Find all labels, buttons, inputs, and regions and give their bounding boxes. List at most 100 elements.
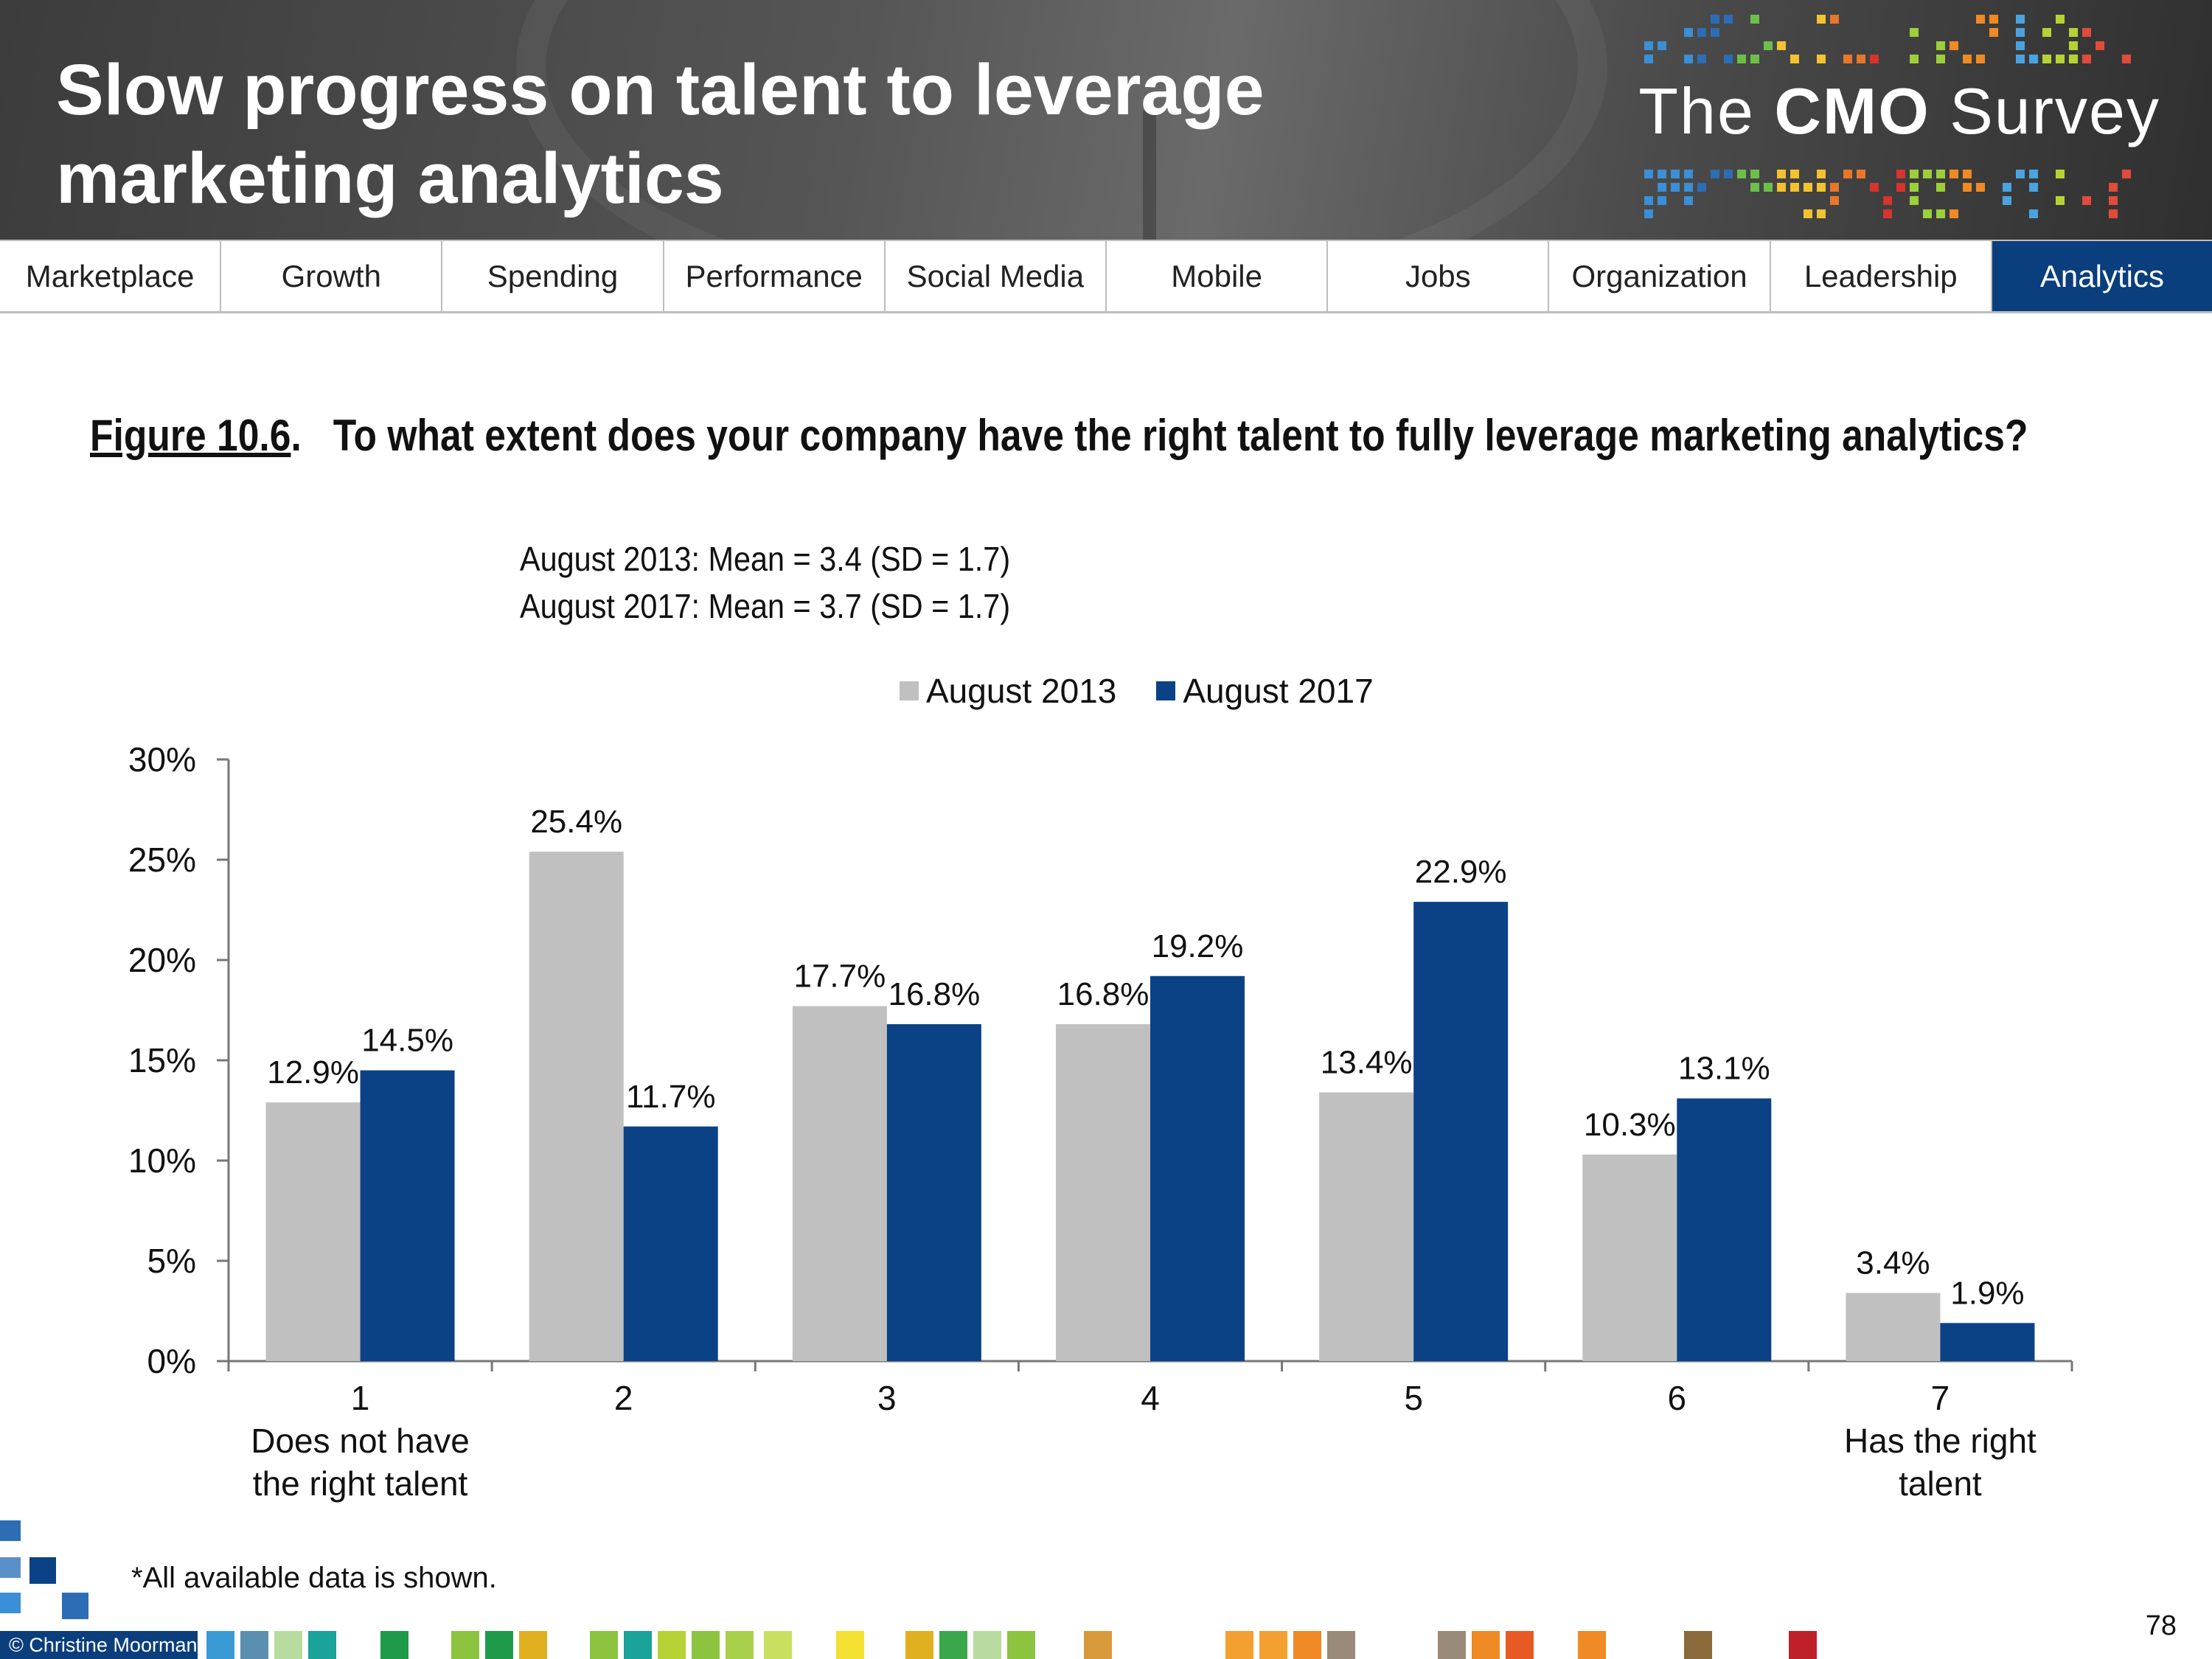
logo-pixel [1737,55,1746,63]
logo-pixel [1896,183,1905,192]
footer-square [0,1557,21,1578]
logo-pixel [1684,170,1693,178]
logo-pixel [1936,41,1945,50]
bar-2017-cat-4 [1150,975,1245,1361]
nav-tab-jobs[interactable]: Jobs [1328,241,1550,311]
y-tick-label: 25% [128,841,196,879]
nav-tab-growth[interactable]: Growth [221,241,443,311]
footer-square [624,1631,652,1659]
logo-pixel [2029,55,2038,63]
bar-2017-cat-5 [1413,902,1509,1361]
footer-square [1084,1631,1112,1659]
footer-square [29,1557,56,1584]
footer-square [973,1631,1001,1659]
nav-tab-organization[interactable]: Organization [1549,241,1771,311]
footer-square [274,1631,302,1659]
title-line-1: Slow progress on talent to leverage [56,49,1265,130]
bar-2017-cat-3 [886,1024,981,1361]
data-label-2013-cat-5: 13.4% [1321,1045,1413,1081]
footer-square [1578,1631,1606,1659]
logo-pixel [1883,196,1892,205]
logo-pixel [1883,209,1892,218]
figure-label-period: . [291,411,333,460]
logo-pixel [1950,209,1958,218]
logo-pixel [2003,183,2011,192]
logo-pixel [2109,183,2118,192]
nav-tab-social-media[interactable]: Social Media [885,241,1107,311]
nav-tab-leadership[interactable]: Leadership [1770,241,1992,311]
logo-pixel [1830,183,1839,192]
footer-square [1472,1631,1500,1659]
logo-pixel [1790,55,1799,63]
footer-square [0,1520,21,1541]
logo-pixel [1817,55,1826,63]
x-category-label: 3 [877,1379,897,1417]
y-tick-label: 5% [147,1242,196,1280]
footer-square [1506,1631,1534,1659]
bar-2013-cat-3 [792,1006,887,1361]
logo-pixel [1724,170,1733,178]
y-tick-label: 15% [128,1041,196,1079]
logo-pixel [2109,196,2118,205]
logo-pixel [1936,183,1945,192]
footer-square [1438,1631,1466,1659]
footer-square [764,1631,792,1659]
x-category-label: 7 [1931,1379,1950,1417]
legend-swatch-2017 [1156,681,1176,700]
footer-square [590,1631,618,1659]
logo-pixel [2016,15,2025,24]
nav-tab-spending[interactable]: Spending [442,241,664,311]
copyright-badge: © Christine Moorman [0,1631,198,1659]
bar-2013-cat-7 [1846,1293,1941,1361]
nav-tab-marketplace[interactable]: Marketplace [0,241,222,311]
nav-tab-performance[interactable]: Performance [664,241,886,311]
data-label-2017-cat-4: 19.2% [1152,928,1244,964]
legend-label-2013: August 2013 [926,672,1117,710]
footer-square [485,1631,513,1659]
logo-pixel [2056,196,2065,205]
logo-pixel [1658,196,1666,205]
logo-pixel [1658,170,1666,178]
footer-square [240,1631,268,1659]
logo-pixel [2069,41,2078,50]
footer-square [658,1631,686,1659]
logo-pixel [2016,55,2025,63]
data-label-2017-cat-3: 16.8% [888,976,980,1012]
data-label-2013-cat-6: 10.3% [1584,1107,1676,1143]
logo-pixel [2122,170,2131,178]
logo-pixel [1923,209,1932,218]
logo-pixel [1697,183,1706,192]
logo-pixel [1817,170,1826,178]
footer-square [1789,1631,1817,1659]
footer-square [308,1631,336,1659]
title-line-2: marketing analytics [56,138,724,218]
logo-pixel [1936,55,1945,63]
bar-2013-cat-6 [1582,1154,1677,1361]
logo-pixel [2082,55,2091,63]
data-label-2013-cat-4: 16.8% [1057,976,1150,1012]
logo-pixel [1857,170,1865,178]
x-category-label: 4 [1141,1379,1160,1417]
logo-pixel [1976,183,1985,192]
page-title: Slow progress on talent to leverage mark… [56,46,1265,223]
logo-pixel [1870,55,1879,63]
footer-square [1684,1631,1712,1659]
nav-tab-mobile[interactable]: Mobile [1107,241,1329,311]
nav-tab-analytics[interactable]: Analytics [1992,241,2212,311]
bar-2013-cat-1 [265,1102,361,1361]
logo-suffix: Survey [1930,74,2160,147]
logo-pixel [1684,183,1693,192]
footer-square [451,1631,479,1659]
logo-pixel [2109,209,2118,218]
figure-title: Figure 10.6. To what extent does your co… [90,410,2028,461]
logo-pixel [1830,196,1839,205]
logo-pixel [1671,170,1680,178]
logo-pixel [1644,41,1653,50]
logo-pixel [1790,170,1799,178]
x-category-sublabel: Has the right [1844,1422,2037,1460]
data-label-2017-cat-6: 13.1% [1678,1051,1770,1087]
logo-pixel [1750,183,1759,192]
logo-pixel [1896,170,1905,178]
logo-prefix: The [1638,74,1775,147]
y-tick-label: 0% [147,1342,196,1380]
